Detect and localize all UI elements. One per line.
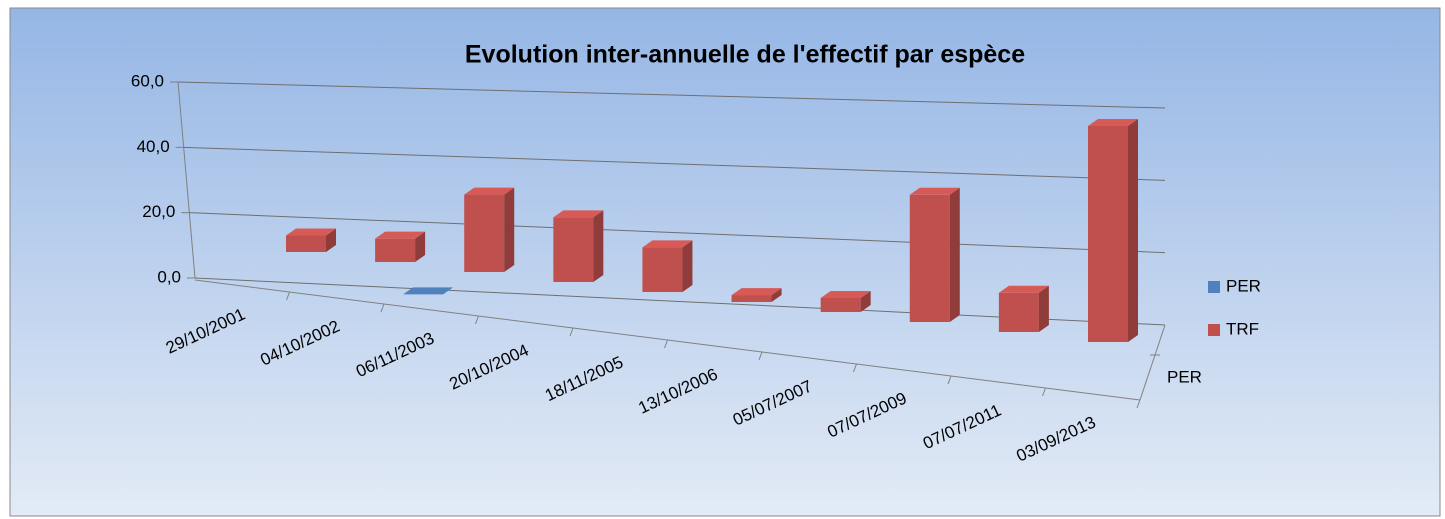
chart-title: Evolution inter-annuelle de l'effectif p… — [465, 41, 1025, 69]
bar-top — [642, 240, 693, 248]
x-tick — [475, 315, 479, 325]
x-tick — [664, 339, 668, 349]
x-tick — [1042, 387, 1046, 397]
x-tick — [380, 303, 385, 313]
bar-front — [375, 238, 416, 262]
y-tick-label: 60,0 — [131, 71, 164, 90]
bar-side — [1128, 119, 1138, 342]
bar-top — [375, 231, 426, 239]
grid-line — [183, 146, 1166, 181]
bar-top — [286, 228, 336, 236]
grid-line — [177, 81, 1166, 109]
bar-front — [464, 194, 505, 272]
bar-top — [1088, 119, 1138, 126]
bar-side — [771, 288, 782, 302]
bar-front — [286, 235, 326, 252]
bar-top — [464, 187, 515, 195]
legend-swatch — [1208, 281, 1220, 293]
bar-front — [642, 247, 683, 292]
bar-side — [949, 187, 960, 322]
bar-top — [731, 288, 782, 296]
bar-flat — [403, 287, 454, 295]
bar-side — [415, 231, 426, 262]
bar-side — [326, 228, 336, 252]
legend-label: PER — [1226, 276, 1261, 295]
bar-front — [998, 292, 1039, 332]
x-tick — [1136, 399, 1141, 409]
y-axis-line — [177, 81, 196, 279]
y-tick-label: 0,0 — [157, 267, 181, 286]
bar-front — [820, 298, 861, 312]
bar-top — [553, 210, 604, 218]
bar-front — [909, 194, 950, 322]
legend-label: TRF — [1226, 319, 1259, 338]
x-tick — [947, 375, 952, 385]
x-tick — [569, 327, 574, 337]
bar-side — [682, 240, 693, 292]
chart-area — [9, 7, 1441, 517]
x-tick — [286, 291, 290, 301]
depth-axis-line — [1139, 324, 1166, 401]
depth-axis-label: PER — [1167, 367, 1202, 386]
bar-front — [1088, 126, 1128, 342]
bar-side — [1038, 285, 1049, 332]
y-tick-label: 40,0 — [137, 137, 170, 156]
bar-front — [731, 295, 772, 302]
x-tick — [853, 363, 857, 373]
bar-top — [909, 187, 960, 195]
bar-front — [553, 217, 594, 282]
y-tick-label: 20,0 — [142, 202, 175, 221]
bar-side — [504, 187, 515, 272]
bar-top — [998, 285, 1049, 293]
x-tick — [758, 351, 763, 361]
legend-swatch — [1208, 324, 1220, 336]
bar-top — [820, 291, 871, 298]
grid-line — [189, 212, 1166, 254]
bar-side — [593, 210, 604, 282]
